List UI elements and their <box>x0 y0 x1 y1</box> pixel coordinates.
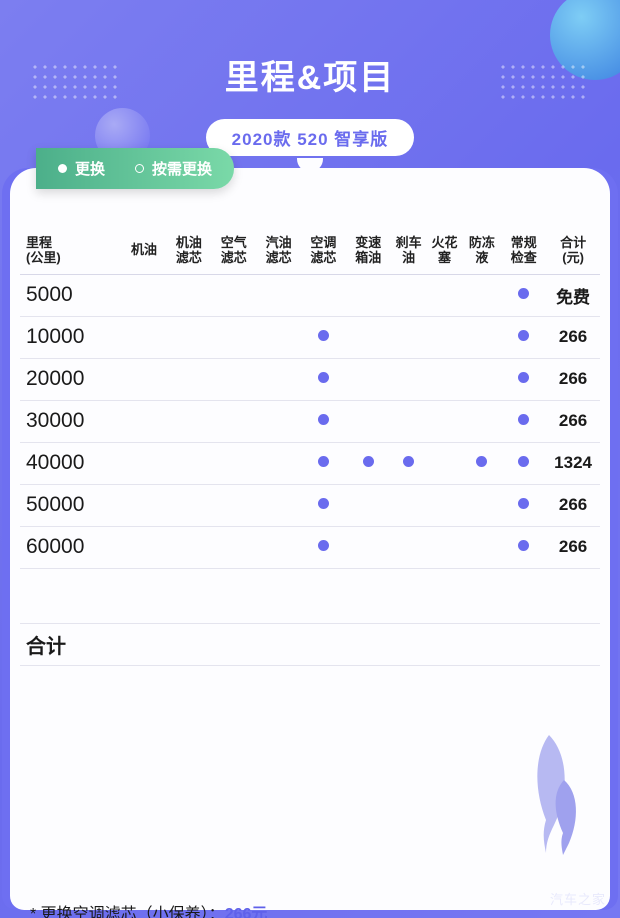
content-card: 更换 按需更换 里程 (公里) 机油 机油 滤芯 空气 滤芯 汽油 滤芯 <box>10 168 610 910</box>
legend-filled-dot-icon <box>58 164 67 173</box>
cell-mileage: 60000 <box>20 526 122 568</box>
mark-dot <box>518 330 529 341</box>
col-header-spark-plug: 火花塞 <box>427 230 463 274</box>
watermark-text: 汽车之家 <box>550 889 606 908</box>
legend-empty-label: 按需更换 <box>152 158 212 179</box>
col-header-gearbox-oil: 变速 箱油 <box>346 230 391 274</box>
mark-dot <box>318 540 329 551</box>
mark-dot <box>318 330 329 341</box>
mark-dot <box>518 498 529 509</box>
cell-total: 266 <box>546 316 600 358</box>
col-header-oil: 机油 <box>122 230 167 274</box>
mark-dot <box>318 456 329 467</box>
col-header-routine-check: 常规 检查 <box>501 230 546 274</box>
mark-dot <box>518 540 529 551</box>
cell-total: 266 <box>546 358 600 400</box>
cell-total: 免费 <box>546 274 600 316</box>
legend-empty-dot-icon <box>135 164 144 173</box>
leaf-decoration-icon <box>494 725 584 855</box>
subtitle-badge: 2020款 520 智享版 <box>206 119 415 156</box>
cell-total-label: 合计 <box>20 623 122 665</box>
table-row: 20000 266 <box>20 358 600 400</box>
mark-dot <box>518 456 529 467</box>
col-header-oil-filter: 机油 滤芯 <box>166 230 211 274</box>
mark-dot <box>318 414 329 425</box>
mark-dot <box>318 372 329 383</box>
table-row-empty <box>20 568 600 623</box>
col-header-mileage: 里程 (公里) <box>20 230 122 274</box>
cell-total: 1324 <box>546 442 600 484</box>
cell-mileage: 50000 <box>20 484 122 526</box>
mark-dot <box>363 456 374 467</box>
table-row: 60000 266 <box>20 526 600 568</box>
mark-dot <box>403 456 414 467</box>
maintenance-table: 里程 (公里) 机油 机油 滤芯 空气 滤芯 汽油 滤芯 空调 滤芯 变速 箱油 刹车油 火… <box>20 230 600 666</box>
table-header-row: 里程 (公里) 机油 机油 滤芯 空气 滤芯 汽油 滤芯 空调 滤芯 变速 箱油 刹车油 火… <box>20 230 600 274</box>
notes-section: * 更换空调滤芯（小保养）：266元 * 6万公里总常规保养成本：2654元 <box>30 898 550 918</box>
cell-total: 266 <box>546 400 600 442</box>
cell-mileage: 40000 <box>20 442 122 484</box>
mark-dot <box>518 372 529 383</box>
col-header-ac-filter: 空调 滤芯 <box>301 230 346 274</box>
header-section: 里程&项目 2020款 520 智享版 <box>0 0 620 172</box>
col-header-total: 合计 (元) <box>546 230 600 274</box>
col-header-fuel-filter: 汽油 滤芯 <box>256 230 301 274</box>
mark-dot <box>318 498 329 509</box>
page-title: 里程&项目 <box>0 0 620 99</box>
legend-filled-label: 更换 <box>75 158 105 179</box>
maintenance-table-wrap: 里程 (公里) 机油 机油 滤芯 空气 滤芯 汽油 滤芯 空调 滤芯 变速 箱油 刹车油 火… <box>20 230 600 666</box>
col-header-brake-oil: 刹车油 <box>391 230 427 274</box>
cell-total: 266 <box>546 484 600 526</box>
cell-mileage: 5000 <box>20 274 122 316</box>
col-header-antifreeze: 防冻液 <box>462 230 501 274</box>
cell-total: 266 <box>546 526 600 568</box>
table-row: 10000 266 <box>20 316 600 358</box>
table-row: 5000 免费 <box>20 274 600 316</box>
mark-dot <box>518 288 529 299</box>
note-item-1: * 更换空调滤芯（小保养）：266元 <box>30 898 550 918</box>
legend-badge: 更换 按需更换 <box>36 148 234 189</box>
promo-page: 里程&项目 2020款 520 智享版 更换 按需更换 里程 (公里) 机油 <box>0 0 620 918</box>
cell-mileage: 30000 <box>20 400 122 442</box>
col-header-air-filter: 空气 滤芯 <box>211 230 256 274</box>
table-row-total: 合计 <box>20 623 600 665</box>
table-row: 50000 266 <box>20 484 600 526</box>
cell-mileage: 10000 <box>20 316 122 358</box>
mark-dot <box>518 414 529 425</box>
table-row: 30000 266 <box>20 400 600 442</box>
mark-dot <box>476 456 487 467</box>
table-row: 40000 1324 <box>20 442 600 484</box>
cell-mileage: 20000 <box>20 358 122 400</box>
